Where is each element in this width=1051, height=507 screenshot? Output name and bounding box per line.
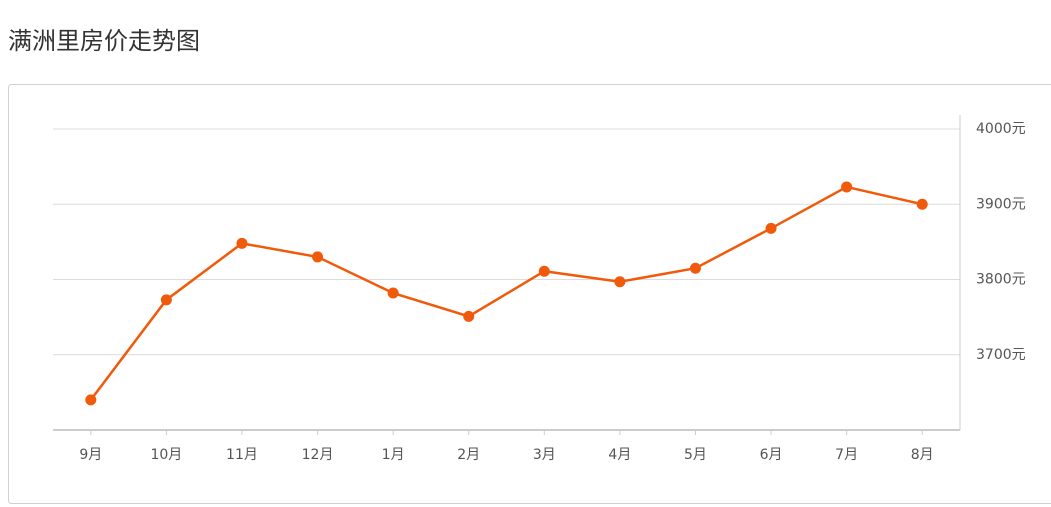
x-tick-label: 12月 [302, 447, 334, 463]
x-tick-label: 2月 [457, 447, 480, 463]
x-tick-label: 8月 [911, 447, 934, 463]
y-tick-label: 3900元 [976, 196, 1026, 212]
x-tick-label: 11月 [226, 447, 258, 463]
point [689, 262, 701, 274]
point [841, 181, 853, 193]
point [312, 251, 324, 263]
point [463, 310, 475, 322]
x-tick-label: 7月 [835, 447, 858, 463]
panel [8, 84, 1051, 504]
point [160, 294, 172, 306]
x-tick-label: 3月 [533, 447, 556, 463]
x-tick-label: 9月 [79, 447, 102, 463]
point [538, 265, 550, 277]
x-tick-label: 5月 [684, 447, 707, 463]
line [89, 185, 923, 401]
y-tick-label: 3800元 [976, 272, 1026, 288]
y-tick-label: 4000元 [976, 121, 1026, 137]
point [387, 287, 399, 299]
point [916, 198, 928, 210]
y-tick-label: 3700元 [976, 347, 1026, 363]
x-tick-label: 4月 [608, 447, 631, 463]
point [765, 222, 777, 234]
point [614, 276, 626, 288]
point [85, 394, 97, 406]
x-tick-label: 6月 [760, 447, 783, 463]
point [236, 237, 248, 249]
x-tick-label: 10月 [150, 447, 182, 463]
chart-title: 满洲里房价走势图 [8, 27, 200, 55]
x-tick-label: 1月 [382, 447, 405, 463]
